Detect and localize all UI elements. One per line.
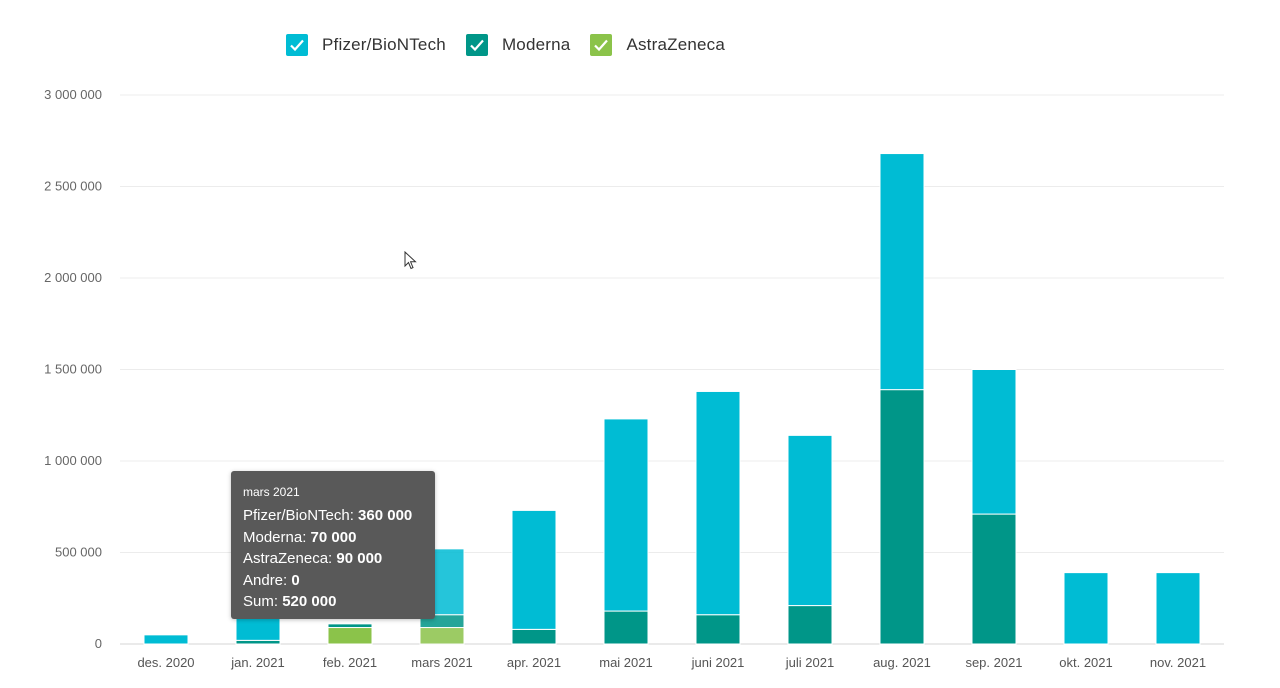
tooltip-row: Pfizer/BioNTech: 360 000 xyxy=(243,507,413,524)
y-axis: 0 500 000 1 000 000 1 500 000 2 000 000 2 500… xyxy=(44,87,102,651)
y-tick-label: 1 000 000 xyxy=(44,453,102,468)
checkbox-checked-icon[interactable] xyxy=(286,34,308,56)
x-tick-label: mai 2021 xyxy=(599,655,652,670)
bar-segment[interactable] xyxy=(1063,572,1109,645)
bar-segment[interactable] xyxy=(879,389,925,645)
tooltip: mars 2021 Pfizer/BioNTech: 360 000 Moder… xyxy=(231,471,435,619)
legend-label: Pfizer/BioNTech xyxy=(322,35,446,54)
legend-item-astrazeneca[interactable]: AstraZeneca xyxy=(590,34,725,56)
bar-segment[interactable] xyxy=(327,627,373,645)
x-tick-label: apr. 2021 xyxy=(507,655,561,670)
tooltip-row: Sum: 520 000 xyxy=(243,593,337,610)
legend: Pfizer/BioNTech Moderna AstraZeneca xyxy=(286,34,725,56)
bar-segment[interactable] xyxy=(971,513,1017,645)
y-tick-label: 0 xyxy=(95,636,102,651)
x-tick-label: feb. 2021 xyxy=(323,655,377,670)
bar-segment[interactable] xyxy=(879,153,925,391)
checkbox-checked-icon[interactable] xyxy=(590,34,613,56)
tooltip-row: AstraZeneca: 90 000 xyxy=(243,550,383,567)
x-tick-label: juli 2021 xyxy=(785,655,834,670)
bar-segment[interactable] xyxy=(971,369,1017,515)
y-tick-label: 3 000 000 xyxy=(44,87,102,102)
bar-segment[interactable] xyxy=(787,605,833,645)
legend-label: Moderna xyxy=(501,35,571,54)
bar-segment[interactable] xyxy=(787,434,833,607)
bar-segment[interactable] xyxy=(419,627,465,645)
bar-segment[interactable] xyxy=(511,509,557,630)
x-tick-label: jan. 2021 xyxy=(230,655,285,670)
bar-segment[interactable] xyxy=(1155,572,1201,645)
legend-item-moderna[interactable]: Moderna xyxy=(465,34,571,56)
x-tick-label: sep. 2021 xyxy=(965,655,1022,670)
bar-segment[interactable] xyxy=(511,628,557,645)
bar-segment[interactable] xyxy=(603,610,649,645)
bar-segment[interactable] xyxy=(327,623,373,629)
bar-segment[interactable] xyxy=(603,418,649,612)
x-tick-label: aug. 2021 xyxy=(873,655,931,670)
tooltip-title: mars 2021 xyxy=(243,485,300,499)
y-tick-label: 500 000 xyxy=(55,545,102,560)
legend-label: AstraZeneca xyxy=(626,35,726,54)
bar-segment[interactable] xyxy=(235,639,281,645)
y-tick-label: 2 000 000 xyxy=(44,270,102,285)
bar-segment[interactable] xyxy=(695,390,741,616)
mouse-cursor-icon xyxy=(404,251,417,270)
checkbox-checked-icon[interactable] xyxy=(465,34,488,56)
y-tick-label: 1 500 000 xyxy=(44,362,102,377)
tooltip-row: Andre: 0 xyxy=(243,571,300,589)
bar-segment[interactable] xyxy=(695,614,741,645)
x-tick-label: mars 2021 xyxy=(411,655,472,670)
x-tick-label: okt. 2021 xyxy=(1059,655,1113,670)
x-tick-label: des. 2020 xyxy=(137,655,194,670)
y-tick-label: 2 500 000 xyxy=(44,179,102,194)
bar-segment[interactable] xyxy=(143,634,189,645)
tooltip-row: Moderna: 70 000 xyxy=(243,528,357,546)
legend-item-pfizer[interactable]: Pfizer/BioNTech xyxy=(286,34,446,56)
x-tick-label: nov. 2021 xyxy=(1150,655,1206,670)
x-axis: des. 2020 jan. 2021 feb. 2021 mars 2021 apr.… xyxy=(137,655,1206,670)
x-tick-label: juni 2021 xyxy=(691,655,745,670)
